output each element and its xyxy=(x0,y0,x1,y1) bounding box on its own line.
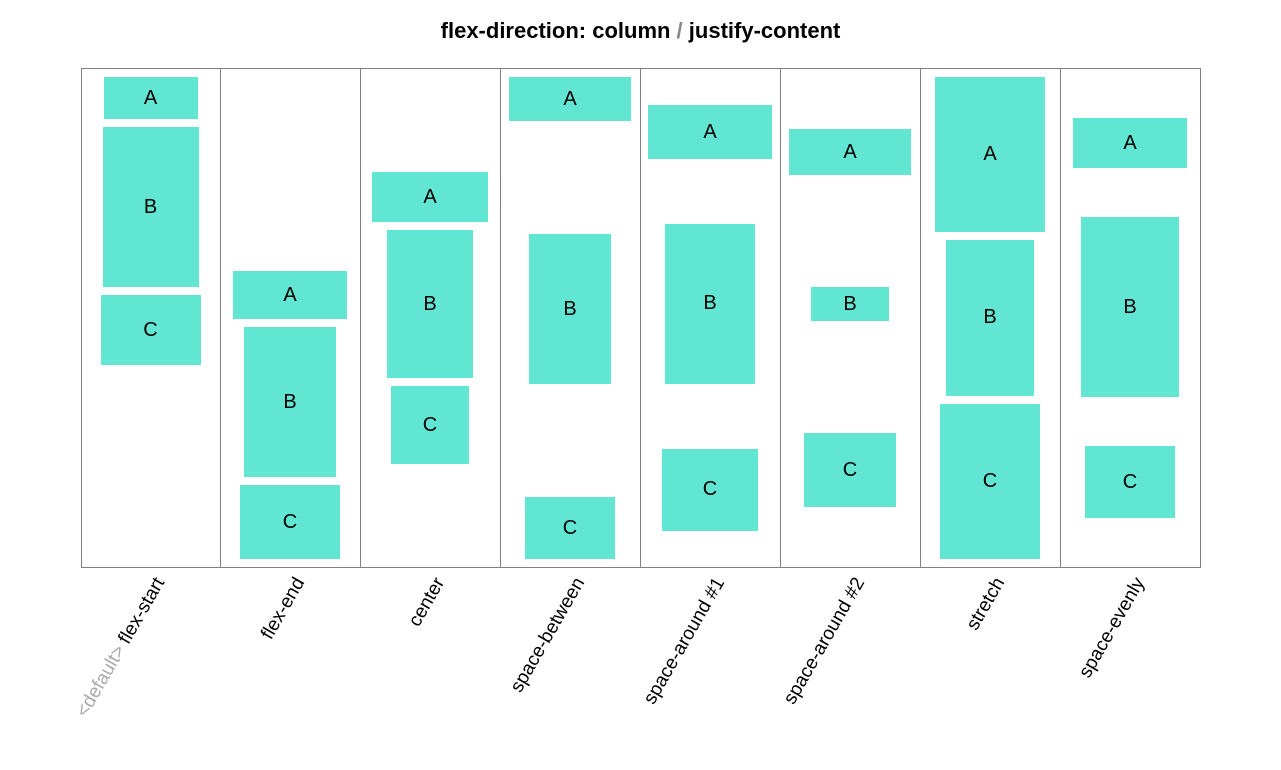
panel-wrap-space-evenly: ABCspace-evenly xyxy=(1061,68,1201,738)
flex-item: C xyxy=(940,404,1040,559)
flex-item: A xyxy=(1073,118,1187,168)
panels-row: ABC<default> flex-startABCflex-endABCcen… xyxy=(0,68,1281,738)
panel-label-area: space-around #1 xyxy=(641,568,781,738)
flex-item: B xyxy=(665,224,755,384)
panel-label-flex-start: <default> flex-start xyxy=(72,574,170,721)
panel-label-area: space-evenly xyxy=(1061,568,1201,738)
panel-label-text: space-evenly xyxy=(1075,574,1149,681)
panel-label-text: space-around #1 xyxy=(639,574,728,708)
panel-label-center: center xyxy=(404,574,449,631)
flex-item: B xyxy=(103,127,199,287)
flex-item: A xyxy=(789,129,911,175)
diagram-title: flex-direction: column / justify-content xyxy=(0,18,1281,44)
flex-item: C xyxy=(804,433,896,507)
flex-item: A xyxy=(372,172,488,222)
flex-item: A xyxy=(648,105,772,159)
flex-item: C xyxy=(391,386,469,464)
flex-item: B xyxy=(1081,217,1179,397)
panel-label-space-between: space-between xyxy=(506,574,589,697)
flex-item: B xyxy=(387,230,473,378)
title-slash: / xyxy=(670,18,688,43)
panel-label-area: center xyxy=(361,568,501,738)
panel-wrap-flex-start: ABC<default> flex-start xyxy=(81,68,221,738)
title-part-1: flex-direction: column xyxy=(441,18,671,43)
panel-flex-end: ABC xyxy=(221,68,361,568)
panel-center: ABC xyxy=(361,68,501,568)
panel-label-text: space-around #2 xyxy=(779,574,868,708)
title-part-2: justify-content xyxy=(689,18,841,43)
panel-label-text: flex-end xyxy=(257,574,309,643)
panel-label-space-evenly: space-evenly xyxy=(1075,574,1150,682)
panel-label-text: flex-start xyxy=(114,574,169,648)
panel-wrap-center: ABCcenter xyxy=(361,68,501,738)
panel-space-between: A B C xyxy=(501,68,641,568)
panel-label-text: space-between xyxy=(506,574,589,696)
flex-item: B xyxy=(946,240,1034,395)
flex-item: A xyxy=(104,77,198,119)
panel-space-evenly: ABC xyxy=(1061,68,1201,568)
panel-label-text: stretch xyxy=(962,574,1009,634)
panel-label-area: flex-end xyxy=(221,568,361,738)
panel-stretch: ABC xyxy=(921,68,1061,568)
flex-item: C xyxy=(662,449,758,531)
panel-label-space-around-1: space-around #1 xyxy=(639,574,729,709)
panel-wrap-flex-end: ABCflex-end xyxy=(221,68,361,738)
panel-flex-start: ABC xyxy=(81,68,221,568)
flex-item: B xyxy=(529,234,611,384)
flex-item: A xyxy=(935,77,1045,232)
panel-label-area: space-between xyxy=(501,568,641,738)
flex-item: A xyxy=(509,77,631,121)
flex-item: B xyxy=(244,327,336,477)
panel-label-area: space-around #2 xyxy=(781,568,921,738)
default-tag: <default> xyxy=(72,637,132,721)
flex-item: B xyxy=(811,287,889,321)
panel-label-text: center xyxy=(404,574,449,630)
flex-item: A xyxy=(233,271,347,319)
panel-wrap-space-around-1: A BCspace-around #1 xyxy=(641,68,781,738)
panel-wrap-space-between: A B Cspace-between xyxy=(501,68,641,738)
panel-label-space-around-2: space-around #2 xyxy=(779,574,869,709)
panel-wrap-space-around-2: A B Cspace-around #2 xyxy=(781,68,921,738)
panel-space-around-2: A B C xyxy=(781,68,921,568)
panel-label-area: stretch xyxy=(921,568,1061,738)
panel-wrap-stretch: ABCstretch xyxy=(921,68,1061,738)
panel-label-flex-end: flex-end xyxy=(257,574,310,644)
flex-item: C xyxy=(101,295,201,365)
panel-label-area: <default> flex-start xyxy=(81,568,221,738)
panel-space-around-1: A BC xyxy=(641,68,781,568)
flex-item: C xyxy=(1085,446,1175,518)
panel-label-stretch: stretch xyxy=(962,574,1010,634)
flex-item: C xyxy=(240,485,340,559)
flex-item: C xyxy=(525,497,615,559)
